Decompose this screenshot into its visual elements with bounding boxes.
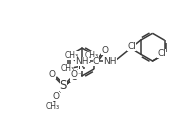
Text: S: S [59, 79, 67, 92]
Text: C: C [93, 56, 99, 66]
Text: NH: NH [75, 56, 89, 66]
Text: NH: NH [103, 56, 117, 66]
Text: +: + [84, 58, 90, 68]
Text: CH₃: CH₃ [45, 102, 59, 111]
Text: Cl: Cl [157, 49, 166, 58]
Text: CH₃: CH₃ [60, 64, 74, 73]
Text: O: O [101, 46, 108, 55]
Text: CH₃: CH₃ [85, 51, 99, 60]
Text: N: N [78, 61, 86, 71]
Text: O: O [71, 70, 78, 79]
Text: O: O [70, 72, 78, 82]
Text: CH₃: CH₃ [65, 51, 79, 60]
Text: ⁻: ⁻ [77, 70, 81, 79]
Text: O: O [53, 92, 60, 101]
Text: Cl: Cl [127, 42, 136, 51]
Text: O: O [49, 70, 56, 79]
